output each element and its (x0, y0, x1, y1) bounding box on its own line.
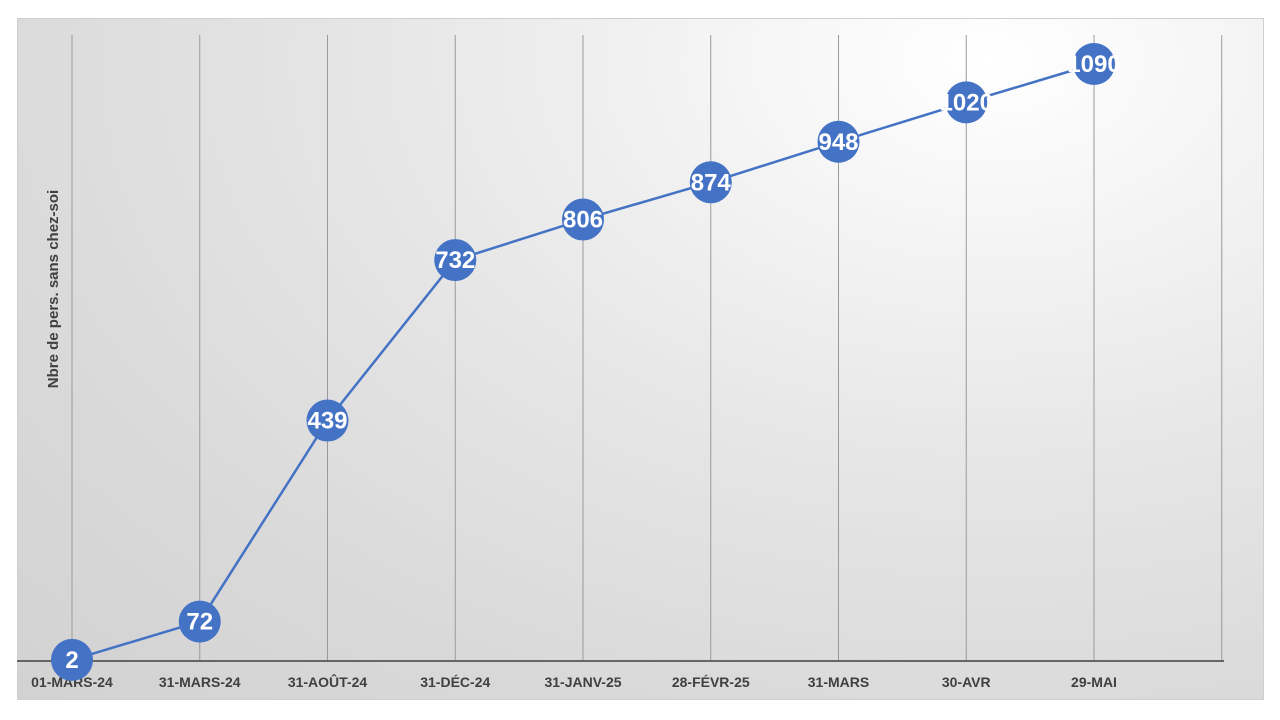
data-label: 2 (65, 647, 78, 674)
data-point-marker (817, 120, 860, 163)
y-axis-label: Nbre de pers. sans chez-soi (45, 190, 62, 388)
data-label: 806 (563, 207, 603, 234)
x-tick-label: 31-DÉC-24 (420, 674, 490, 690)
data-label: 874 (691, 169, 732, 196)
data-label: 732 (435, 247, 475, 274)
data-point-marker (51, 638, 93, 681)
x-tick-label: 31-MARS (808, 674, 869, 690)
x-tick-labels: 01-MARS-24 31-MARS-24 31-AOÛT-24 31-DÉC-24 3… (31, 673, 1117, 690)
x-tick-label: 01-MARS-24 (31, 674, 113, 690)
data-label: 72 (186, 609, 213, 636)
x-tick-label: 29-MAI (1071, 674, 1117, 690)
data-point-marker (562, 198, 604, 241)
data-point-marker (945, 81, 988, 124)
x-tick-label: 31-MARS-24 (159, 674, 241, 690)
data-point-marker (306, 399, 349, 442)
x-tick-label: 28-FÉVR-25 (672, 674, 750, 690)
x-tick-label: 30-AVR (942, 674, 991, 690)
data-point-marker (689, 161, 732, 204)
data-label: 439 (307, 408, 347, 435)
data-label: 1090 (1067, 51, 1120, 78)
series-markers: 2 72 439 732 806 874 948 1020 1090 (51, 43, 1121, 681)
data-point-marker (1073, 43, 1115, 85)
chart-area (17, 18, 1264, 700)
x-tick-label: 31-JANV-25 (544, 674, 621, 690)
vertical-gridlines (71, 35, 1223, 661)
data-label: 1020 (940, 89, 993, 116)
x-tick-label: 31-AOÛT-24 (288, 673, 368, 690)
data-label: 948 (818, 129, 858, 156)
data-point-marker (434, 239, 477, 282)
data-point-marker (178, 600, 221, 643)
